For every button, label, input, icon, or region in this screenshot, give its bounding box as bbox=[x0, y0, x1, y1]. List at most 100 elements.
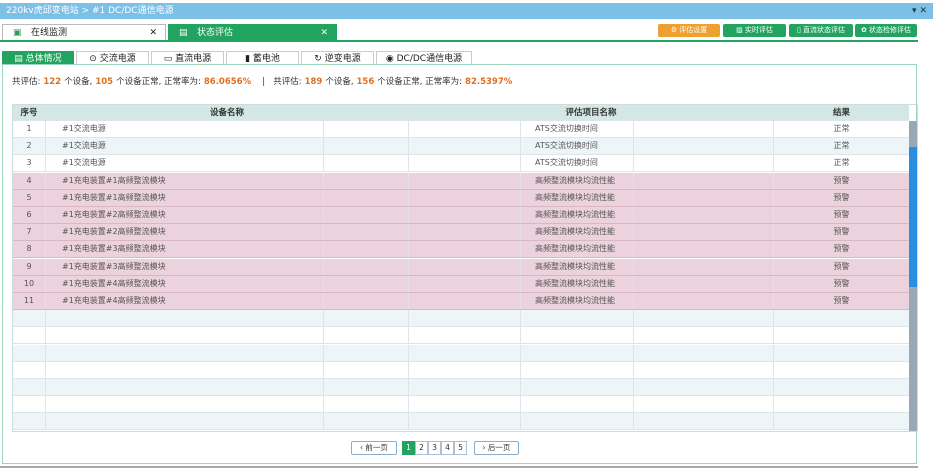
table-row[interactable] bbox=[13, 413, 909, 431]
cell-empty bbox=[774, 327, 909, 343]
cell-empty bbox=[46, 413, 324, 430]
table-row[interactable] bbox=[13, 327, 909, 345]
cell-empty bbox=[324, 293, 409, 309]
cell-empty bbox=[409, 344, 521, 361]
table-row[interactable]: 4 #1充电装置#1高频整流模块 高频整流模块均流性能 预警 bbox=[13, 172, 909, 190]
cell-empty bbox=[409, 224, 521, 241]
cell-empty bbox=[409, 413, 521, 430]
table-row[interactable]: 11 #1充电装置#4高频整流模块 高频整流模块均流性能 预警 bbox=[13, 293, 909, 310]
cell-empty bbox=[409, 138, 521, 155]
assessment-settings-button[interactable]: ⚙ 评估设置 bbox=[658, 24, 720, 37]
cell-empty bbox=[521, 379, 634, 395]
breadcrumb: 220kv虎邱变电站 > #1 DC/DC通信电源 bbox=[6, 6, 174, 16]
realtime-assessment-button[interactable]: ▨ 实时评估 bbox=[723, 24, 786, 37]
cell-device: #1充电装置#3高频整流模块 bbox=[46, 241, 324, 258]
header-item-name[interactable]: 评估项目名称 bbox=[409, 105, 774, 120]
maintenance-assessment-button[interactable]: ✿ 状态检修评估 bbox=[855, 24, 917, 37]
close-icon[interactable]: ✕ bbox=[149, 28, 157, 38]
subtab-battery[interactable]: ▮ 蓄电池 bbox=[226, 51, 299, 65]
cell-empty bbox=[521, 413, 634, 430]
table-row[interactable]: 3 #1交流电源 ATS交流切换时间 正常 bbox=[13, 155, 909, 173]
subtab-dc-power[interactable]: ▭ 直流电源 bbox=[151, 51, 224, 65]
cell-empty bbox=[324, 241, 409, 258]
cell-empty bbox=[409, 155, 521, 172]
table-row[interactable] bbox=[13, 310, 909, 328]
cell-empty bbox=[634, 310, 774, 327]
table-row[interactable]: 8 #1充电装置#3高频整流模块 高频整流模块均流性能 预警 bbox=[13, 241, 909, 259]
cell-empty bbox=[634, 361, 774, 378]
cell-empty bbox=[324, 224, 409, 241]
table-row[interactable]: 9 #1充电装置#3高频整流模块 高频整流模块均流性能 预警 bbox=[13, 258, 909, 276]
table-header: 序号 设备名称 评估项目名称 结果 bbox=[13, 105, 909, 121]
scrollbar-thumb[interactable] bbox=[909, 147, 917, 287]
subtab-overview[interactable]: ▤ 总体情况 bbox=[2, 51, 74, 65]
cell-empty bbox=[324, 138, 409, 155]
cell-empty bbox=[774, 310, 909, 326]
tab-divider bbox=[0, 40, 918, 42]
cell-device: #1充电装置#4高频整流模块 bbox=[46, 275, 324, 292]
page-3[interactable]: 3 bbox=[428, 441, 441, 455]
close-icon[interactable]: ✕ bbox=[320, 28, 328, 38]
next-page-button[interactable]: › 后一页 bbox=[474, 441, 519, 455]
cell-empty bbox=[409, 310, 521, 327]
table-row[interactable] bbox=[13, 344, 909, 362]
cell-empty bbox=[409, 207, 521, 223]
page-4[interactable]: 4 bbox=[441, 441, 454, 455]
cell-empty bbox=[634, 155, 774, 172]
cell-device: #1充电装置#2高频整流模块 bbox=[46, 224, 324, 241]
page-1[interactable]: 1 bbox=[402, 441, 415, 455]
cell-empty bbox=[324, 155, 409, 172]
table-row[interactable]: 7 #1充电装置#2高频整流模块 高频整流模块均流性能 预警 bbox=[13, 224, 909, 242]
table-row[interactable] bbox=[13, 361, 909, 379]
close-icon[interactable]: ✕ bbox=[919, 6, 927, 16]
cell-item: 高频整流模块均流性能 bbox=[521, 172, 634, 189]
dc-status-assessment-button[interactable]: ▯ 直流状态评估 bbox=[789, 24, 853, 37]
cell-empty bbox=[521, 361, 634, 378]
cell-empty bbox=[634, 258, 774, 275]
subtab-ac-power[interactable]: ⊙ 交流电源 bbox=[76, 51, 149, 65]
cell-empty bbox=[634, 138, 774, 155]
page-5[interactable]: 5 bbox=[454, 441, 467, 455]
cell-seq: 11 bbox=[13, 293, 46, 309]
cell-empty bbox=[13, 379, 46, 395]
cell-empty bbox=[46, 310, 324, 327]
tab-status-assessment[interactable]: ▤ 状态评估 ✕ bbox=[168, 24, 337, 41]
cell-device: #1充电装置#1高频整流模块 bbox=[46, 189, 324, 206]
cell-empty bbox=[13, 361, 46, 378]
cell-empty bbox=[13, 344, 46, 361]
cell-empty bbox=[324, 258, 409, 275]
table-row[interactable]: 2 #1交流电源 ATS交流切换时间 正常 bbox=[13, 138, 909, 156]
cell-item: 高频整流模块均流性能 bbox=[521, 207, 634, 223]
header-device-name[interactable]: 设备名称 bbox=[46, 105, 409, 120]
table-row[interactable]: 1 #1交流电源 ATS交流切换时间 正常 bbox=[13, 121, 909, 138]
header-seq[interactable]: 序号 bbox=[13, 105, 46, 120]
table-row[interactable]: 5 #1充电装置#1高频整流模块 高频整流模块均流性能 预警 bbox=[13, 189, 909, 207]
cell-empty bbox=[324, 189, 409, 206]
prev-page-button[interactable]: ‹ 前一页 bbox=[351, 441, 397, 455]
cell-empty bbox=[634, 293, 774, 309]
table-row[interactable]: 10 #1充电装置#4高频整流模块 高频整流模块均流性能 预警 bbox=[13, 275, 909, 293]
tab-online-monitoring[interactable]: ▣ 在线监测 ✕ bbox=[2, 24, 166, 41]
vertical-scrollbar[interactable] bbox=[909, 121, 917, 431]
cell-result: 预警 bbox=[833, 244, 850, 254]
cell-seq: 10 bbox=[13, 275, 46, 292]
cell-device: #1充电装置#1高频整流模块 bbox=[46, 172, 324, 189]
monitor-icon: ▣ bbox=[13, 28, 22, 38]
cell-empty bbox=[324, 379, 409, 395]
table-row[interactable] bbox=[13, 379, 909, 396]
dropdown-icon[interactable]: ▾ bbox=[912, 6, 917, 16]
cell-empty bbox=[324, 275, 409, 292]
cell-empty bbox=[774, 413, 909, 429]
header-result[interactable]: 结果 bbox=[832, 108, 850, 118]
subtab-inverter[interactable]: ↻ 逆变电源 bbox=[301, 51, 374, 65]
cell-result: 预警 bbox=[833, 261, 850, 271]
table-row[interactable] bbox=[13, 396, 909, 414]
page-2[interactable]: 2 bbox=[415, 441, 428, 455]
cell-empty bbox=[13, 327, 46, 344]
cell-empty bbox=[324, 413, 409, 430]
cell-device: #1充电装置#4高频整流模块 bbox=[46, 293, 324, 309]
subtab-dcdc[interactable]: ◉ DC/DC通信电源 bbox=[376, 51, 472, 65]
table-row[interactable]: 6 #1充电装置#2高频整流模块 高频整流模块均流性能 预警 bbox=[13, 207, 909, 224]
cell-seq: 9 bbox=[13, 258, 46, 275]
cell-empty bbox=[634, 207, 774, 223]
